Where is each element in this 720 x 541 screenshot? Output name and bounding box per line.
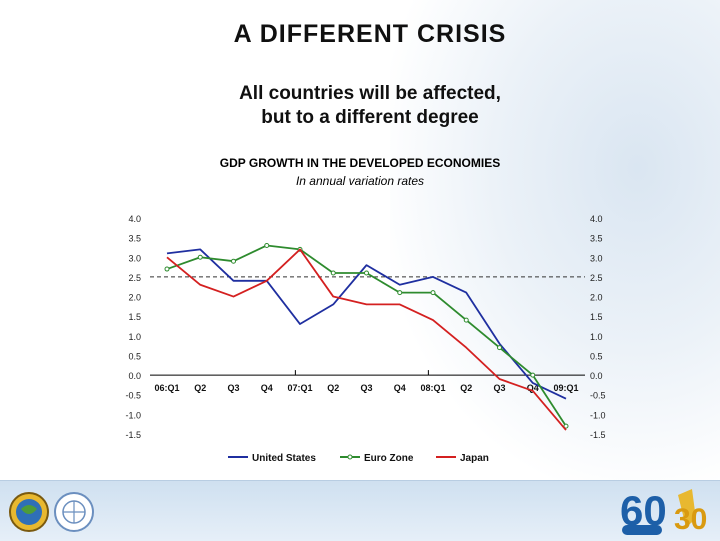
left-emblems-icon (9, 492, 94, 532)
y-tick-label-left: 0.5 (128, 351, 141, 361)
y-tick-label-left: 3.5 (128, 234, 141, 244)
legend-label: United States (252, 453, 316, 464)
series-point-euro-zone (530, 372, 536, 378)
anniversary-logo-icon: 60 30 (620, 487, 707, 536)
series-point-euro-zone (430, 290, 436, 296)
x-tick-label: Q2 (460, 383, 472, 393)
x-tick-label: Q3 (360, 383, 372, 393)
x-tick-label: Q2 (327, 383, 339, 393)
y-tick-label-right: -1.5 (590, 430, 606, 440)
footer-bar: 60 30 (0, 480, 720, 541)
y-tick-label-left: 2.0 (128, 293, 141, 303)
series-point-euro-zone (330, 270, 336, 276)
series-point-euro-zone (364, 270, 369, 276)
y-tick-label-left: 4.0 (128, 214, 141, 224)
y-tick-label-left: -1.5 (125, 430, 141, 440)
series-line-japan (166, 248, 567, 431)
series-point-euro-zone (497, 345, 502, 351)
background-globe-map (390, 0, 720, 480)
chart-title: GDP GROWTH IN THE DEVELOPED ECONOMIES (219, 156, 501, 170)
series-point-euro-zone (397, 290, 403, 296)
x-tick-label: Q4 (527, 383, 539, 393)
series-point-euro-zone (164, 266, 170, 272)
slide-subtitle: All countries will be affected, but to a… (0, 82, 720, 130)
x-tick-label: Q4 (394, 383, 406, 393)
y-tick-label-left: 2.5 (128, 273, 141, 283)
slide-subtitle-line-2: but to a different degree (261, 107, 479, 128)
x-tick-label: Q3 (227, 383, 239, 393)
legend-label: Japan (460, 453, 489, 464)
y-tick-label-right: 3.0 (590, 253, 603, 263)
y-tick-label-right: 3.5 (590, 234, 603, 244)
y-tick-label-left: -0.5 (125, 391, 141, 401)
y-tick-label-right: -0.5 (590, 391, 606, 401)
series-point-euro-zone (264, 242, 270, 248)
x-tick-label: Q3 (493, 383, 505, 393)
x-tick-label: Q4 (261, 383, 273, 393)
x-tick-label: 09:Q1 (553, 383, 578, 393)
y-tick-label-right: -1.0 (590, 410, 606, 420)
y-tick-label-left: -1.0 (125, 410, 141, 420)
y-tick-label-right: 4.0 (590, 214, 603, 224)
svg-text:30: 30 (674, 503, 707, 536)
series-line-united-states (166, 248, 567, 400)
y-tick-label-right: 2.0 (590, 293, 603, 303)
y-tick-label-right: 1.5 (590, 312, 603, 322)
legend-swatch-marker (347, 454, 353, 460)
x-tick-label: 08:Q1 (420, 383, 445, 393)
y-tick-label-right: 0.0 (590, 371, 603, 381)
series-point-euro-zone (231, 258, 236, 264)
chart-subtitle: In annual variation rates (295, 174, 425, 188)
y-tick-label-left: 1.0 (128, 332, 141, 342)
y-tick-label-left: 1.5 (128, 312, 141, 322)
y-tick-label-left: 3.0 (128, 253, 141, 263)
slide-subtitle-line-1: All countries will be affected, (239, 83, 501, 104)
series-point-euro-zone (197, 254, 203, 260)
x-tick-label: Q2 (194, 383, 206, 393)
y-tick-label-right: 0.5 (590, 351, 603, 361)
x-tick-label: 06:Q1 (154, 383, 179, 393)
slide-title: A DIFFERENT CRISIS (233, 20, 507, 48)
gdp-line-chart: 4.0 4.0 3.5 3.5 3.0 3.0 2.5 2.5 2.0 2.0 1.5 1.5 1.0 1… (125, 214, 606, 464)
y-tick-label-right: 1.0 (590, 332, 603, 342)
y-tick-label-right: 2.5 (590, 273, 603, 283)
series-point-euro-zone (563, 423, 569, 429)
x-tick-label: 07:Q1 (287, 383, 312, 393)
series-point-euro-zone (463, 317, 469, 323)
legend-label: Euro Zone (364, 453, 414, 464)
y-tick-label-left: 0.0 (128, 371, 141, 381)
